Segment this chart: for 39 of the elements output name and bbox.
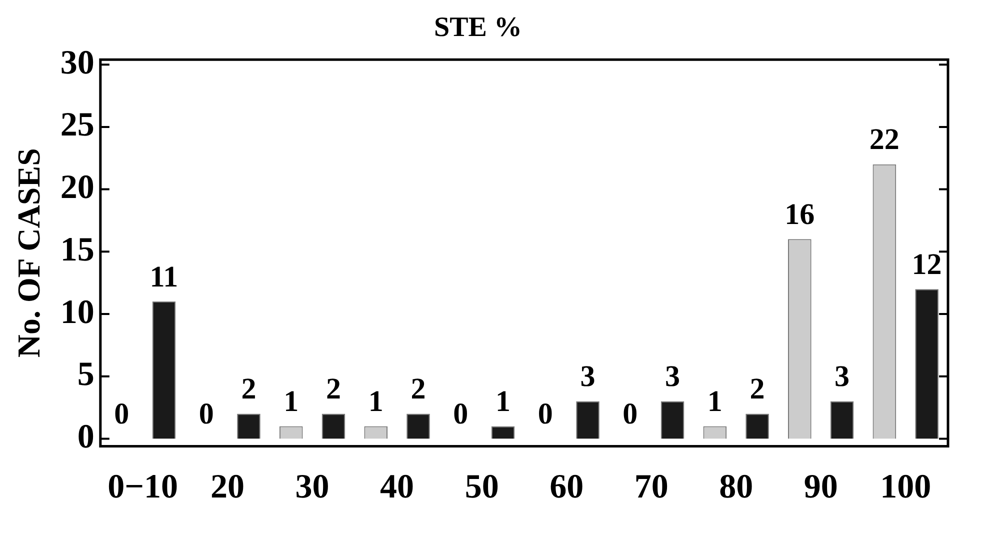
data-label: 2 <box>241 372 256 406</box>
data-label: 16 <box>784 198 815 231</box>
data-label: 22 <box>869 123 900 156</box>
data-label: 0 <box>538 397 553 430</box>
data-label: 2 <box>750 372 765 406</box>
data-label: 0 <box>198 397 214 430</box>
data-label: 0 <box>453 397 468 430</box>
y-tick-label: 25 <box>60 106 94 144</box>
x-tick-label: 80 <box>719 468 754 506</box>
data-label: 3 <box>580 360 596 394</box>
data-label: 3 <box>834 360 850 394</box>
x-tick-label: 100 <box>880 468 932 506</box>
data-label: 0 <box>114 397 130 430</box>
x-tick-label: 90 <box>804 468 838 506</box>
y-tick-label: 5 <box>77 356 94 394</box>
data-label: 0 <box>622 397 638 430</box>
data-label: 1 <box>368 384 384 418</box>
data-label: 1 <box>284 384 299 418</box>
chart-title: STE % <box>434 12 522 44</box>
y-tick-label: 15 <box>60 231 94 268</box>
x-tick-label: 70 <box>634 468 668 506</box>
y-tick-label: 0 <box>77 418 94 456</box>
data-label: 11 <box>150 260 178 294</box>
data-label: 12 <box>912 248 942 281</box>
x-tick-label: 0−10 <box>108 468 178 506</box>
data-label: 2 <box>326 372 341 406</box>
data-label: 2 <box>410 372 426 406</box>
x-tick-label: 60 <box>550 468 584 506</box>
data-label: 1 <box>707 384 722 418</box>
data-label: 1 <box>496 384 511 418</box>
x-tick-label: 30 <box>295 468 330 506</box>
y-axis-title: No. OF CASES <box>10 148 46 358</box>
x-tick-label: 20 <box>210 468 245 506</box>
x-tick-label: 50 <box>464 468 499 506</box>
data-label: 3 <box>665 360 680 394</box>
y-tick-label: 30 <box>60 44 94 82</box>
x-tick-label: 40 <box>380 468 414 506</box>
y-tick-label: 20 <box>60 169 94 206</box>
y-tick-label: 10 <box>60 294 94 331</box>
